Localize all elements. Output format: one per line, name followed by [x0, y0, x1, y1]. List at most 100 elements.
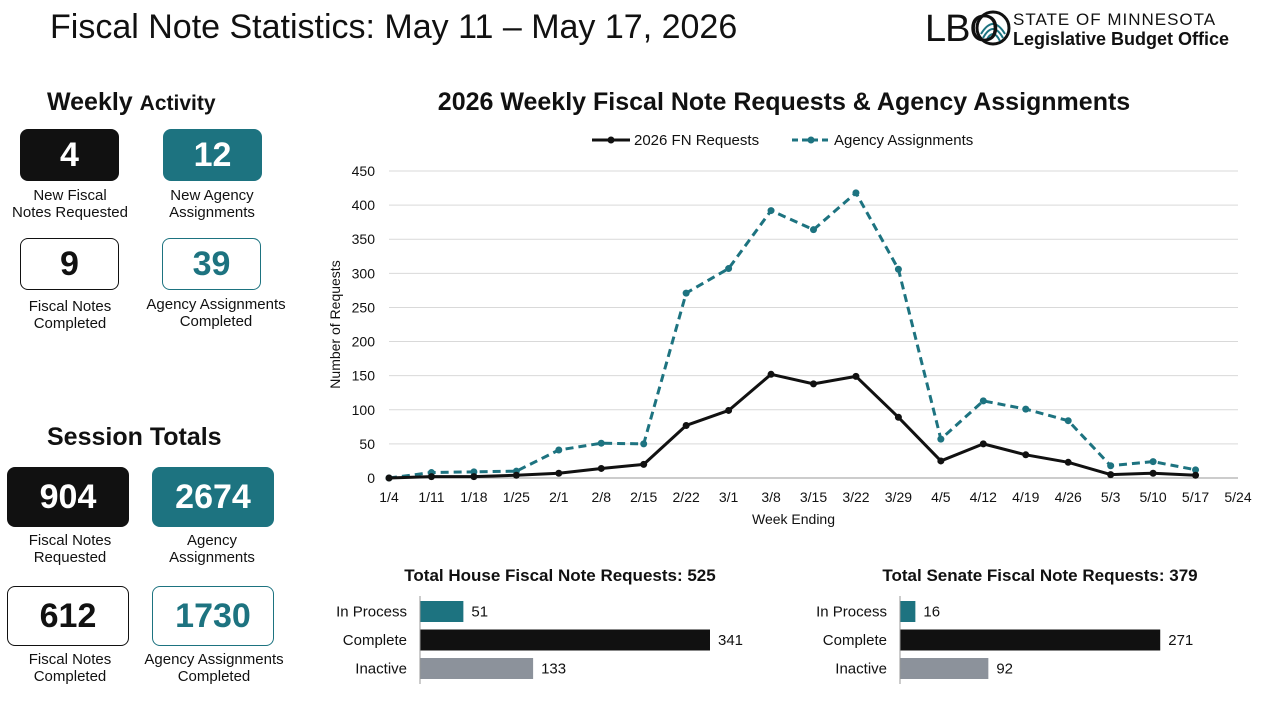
data-point: [1107, 471, 1115, 479]
house-bar-chart: In Process 51 Complete 341 Inactive 133: [336, 596, 743, 684]
data-point: [725, 406, 733, 414]
y-tick-label: 300: [352, 265, 376, 281]
weekly-new-assign-tile: 12: [163, 129, 262, 181]
weekly-activity-title: Weekly Activity: [47, 88, 216, 117]
x-tick-label: 2/8: [592, 489, 612, 505]
data-point: [640, 440, 648, 448]
weekly-title-main: Weekly: [47, 88, 133, 116]
weekly-fn-completed-label: Fiscal Notes Completed: [28, 298, 112, 332]
legend-label: Agency Assignments: [834, 132, 973, 149]
session-assignments-tile: 2674: [152, 467, 274, 527]
weekly-title-rest: Activity: [139, 92, 216, 115]
bar-value-label: 92: [996, 661, 1013, 678]
bar-category-label: Complete: [823, 632, 887, 649]
data-point: [512, 471, 520, 479]
x-tick-label: 1/18: [460, 489, 487, 505]
y-tick-label: 0: [367, 470, 375, 486]
weekly-new-fn-label: New Fiscal Notes Requested: [12, 187, 128, 221]
x-tick-label: 5/3: [1101, 489, 1121, 505]
senate-bar-title: Total Senate Fiscal Note Requests: 379: [882, 566, 1198, 585]
bar-category-label: In Process: [336, 604, 407, 621]
x-tick-label: 5/17: [1182, 489, 1209, 505]
bar-category-label: In Process: [816, 604, 887, 621]
x-tick-label: 4/19: [1012, 489, 1039, 505]
data-point: [597, 439, 605, 447]
weekly-fn-completed-tile: 9: [20, 238, 119, 290]
bar-value-label: 133: [541, 661, 566, 678]
data-point: [682, 421, 690, 429]
data-point: [597, 464, 605, 472]
y-tick-label: 100: [352, 402, 376, 418]
bar: [900, 601, 916, 622]
bar-value-label: 271: [1168, 632, 1193, 649]
data-point: [682, 289, 690, 297]
bar: [420, 658, 534, 679]
data-point: [1022, 405, 1030, 413]
weekly-new-fn-tile: 4: [20, 129, 119, 181]
weekly-assign-completed-label: Agency Assignments Completed: [146, 296, 286, 330]
x-tick-label: 4/12: [970, 489, 997, 505]
data-point: [894, 413, 902, 421]
data-point: [1149, 469, 1157, 477]
data-point: [810, 226, 817, 234]
x-tick-label: 3/1: [719, 489, 739, 505]
y-tick-label: 350: [352, 231, 376, 247]
session-fn-requested-tile: 904: [7, 467, 129, 527]
data-point: [1192, 466, 1200, 474]
data-point: [1064, 417, 1072, 425]
series-line: [388, 372, 1196, 480]
x-tick-label: 1/25: [503, 489, 530, 505]
logo-state-text: STATE OF MINNESOTA: [1013, 10, 1217, 29]
senate-bar-chart: In Process 16 Complete 271 Inactive 92: [816, 596, 1193, 684]
y-tick-label: 400: [352, 197, 376, 213]
data-point: [1149, 458, 1157, 466]
data-point: [894, 265, 902, 273]
data-point: [640, 460, 648, 468]
data-point: [1022, 451, 1030, 459]
legend-marker: [607, 136, 615, 144]
x-tick-label: 3/8: [761, 489, 781, 505]
logo-mark: LBO: [925, 8, 999, 50]
x-tick-label: 3/29: [885, 489, 912, 505]
legend-label: 2026 FN Requests: [634, 132, 759, 149]
x-tick-label: 4/5: [931, 489, 951, 505]
x-tick-label: 3/22: [842, 489, 869, 505]
session-assign-completed-label: Agency Assignments Completed: [144, 651, 284, 685]
x-tick-label: 1/4: [379, 489, 399, 505]
data-point: [385, 474, 393, 482]
data-point: [725, 265, 733, 273]
x-tick-label: 2/15: [630, 489, 657, 505]
x-tick-label: 3/15: [800, 489, 827, 505]
data-point: [555, 469, 563, 477]
session-assignments-label: Agency Assignments: [169, 532, 255, 566]
session-fn-completed-label: Fiscal Notes Completed: [28, 651, 112, 685]
x-tick-label: 2/1: [549, 489, 569, 505]
x-tick-label: 5/10: [1139, 489, 1166, 505]
weekly-assign-completed-tile: 39: [162, 238, 261, 290]
series-line: [388, 191, 1196, 480]
data-point: [979, 440, 987, 448]
session-assign-completed-tile: 1730: [152, 586, 274, 646]
x-tick-label: 1/11: [418, 489, 444, 505]
bar: [900, 629, 1161, 651]
y-tick-label: 150: [352, 368, 376, 384]
bar: [420, 629, 710, 651]
session-fn-requested-label: Fiscal Notes Requested: [28, 532, 112, 566]
bar-category-label: Complete: [343, 632, 407, 649]
bar-category-label: Inactive: [355, 661, 407, 678]
bar-value-label: 51: [471, 604, 488, 621]
data-point: [767, 370, 775, 378]
bar: [900, 658, 989, 679]
page-title: Fiscal Note Statistics: May 11 – May 17,…: [50, 8, 738, 46]
x-tick-label: 5/24: [1224, 489, 1251, 505]
data-point: [555, 446, 563, 454]
x-axis-label: Week Ending: [752, 511, 835, 527]
data-point: [852, 372, 860, 380]
bar-value-label: 341: [718, 632, 743, 649]
data-point: [767, 207, 775, 215]
line-chart-title: 2026 Weekly Fiscal Note Requests & Agenc…: [437, 88, 1131, 116]
x-tick-label: 4/26: [1055, 489, 1082, 505]
weekly-new-assign-label: New Agency Assignments: [169, 187, 255, 221]
bar: [420, 601, 464, 622]
bar-category-label: Inactive: [835, 661, 887, 678]
